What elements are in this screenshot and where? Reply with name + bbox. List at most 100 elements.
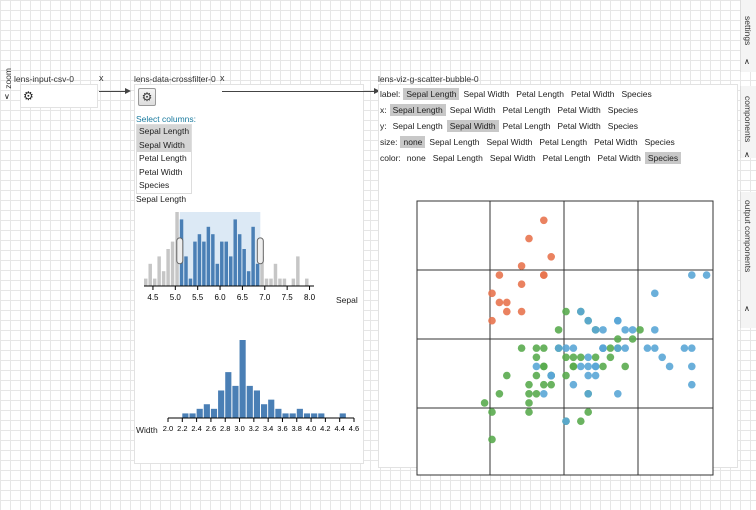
scatter-point[interactable] bbox=[488, 289, 496, 298]
color-option[interactable]: Sepal Width bbox=[489, 152, 536, 163]
components-tab[interactable]: components ∧ bbox=[740, 86, 756, 159]
scatter-point[interactable] bbox=[599, 344, 607, 352]
y-option[interactable]: Species bbox=[607, 120, 639, 131]
scatter-point[interactable] bbox=[569, 344, 578, 352]
scatter-point[interactable] bbox=[532, 362, 541, 371]
label-option[interactable]: Petal Width bbox=[571, 88, 615, 99]
scatter-point[interactable] bbox=[591, 353, 600, 362]
scatter-point[interactable] bbox=[525, 390, 533, 398]
scatter-point[interactable] bbox=[532, 344, 541, 352]
scatter-point[interactable] bbox=[569, 380, 578, 389]
scatter-point[interactable] bbox=[591, 326, 600, 334]
scatter-point[interactable] bbox=[584, 408, 592, 416]
scatter-point[interactable] bbox=[628, 326, 637, 334]
scatter-point[interactable] bbox=[680, 344, 689, 352]
scatter-point[interactable] bbox=[495, 298, 504, 307]
histogram-sepal-width[interactable]: 2.0 2.2 2.4 2.6 2.8 3.0 3.2 3.4 3.6 3.8 4.0 4.2 4.4 4… bbox=[160, 338, 360, 434]
x-option[interactable]: Sepal Width bbox=[449, 104, 496, 115]
scatter-point[interactable] bbox=[606, 344, 615, 352]
scatter-point[interactable] bbox=[488, 316, 496, 325]
column-option[interactable]: Petal Length bbox=[139, 153, 187, 163]
size-option[interactable]: Petal Length bbox=[539, 136, 588, 147]
scatter-point[interactable] bbox=[614, 390, 622, 398]
x-option[interactable]: Petal Width bbox=[557, 104, 601, 115]
scatter-point[interactable] bbox=[517, 280, 526, 288]
scatter-point[interactable] bbox=[495, 271, 504, 279]
scatter-point[interactable] bbox=[614, 335, 622, 343]
scatter-point[interactable] bbox=[688, 271, 696, 279]
brush-handle[interactable] bbox=[176, 237, 184, 265]
column-option[interactable]: Sepal Length bbox=[137, 125, 191, 139]
scatter-point[interactable] bbox=[577, 362, 585, 371]
scatter-point[interactable] bbox=[562, 417, 570, 425]
scatter-point[interactable] bbox=[584, 353, 592, 362]
scatter-point[interactable] bbox=[621, 344, 629, 352]
scatter-point[interactable] bbox=[651, 344, 659, 352]
label-option[interactable]: Sepal Width bbox=[463, 88, 510, 99]
size-option[interactable]: Sepal Width bbox=[486, 136, 533, 147]
output-components-tab[interactable]: output components ∧ bbox=[740, 192, 756, 328]
scatter-point[interactable] bbox=[562, 307, 570, 316]
scatter-point[interactable] bbox=[517, 344, 526, 352]
scatter-point[interactable] bbox=[532, 353, 541, 362]
brush-handle[interactable] bbox=[256, 237, 264, 265]
scatter-point[interactable] bbox=[503, 298, 511, 307]
size-option[interactable]: Sepal Length bbox=[429, 136, 480, 147]
scatter-point[interactable] bbox=[562, 371, 570, 380]
scatter-point[interactable] bbox=[540, 216, 548, 225]
scatter-point[interactable] bbox=[599, 326, 607, 334]
scatter-point[interactable] bbox=[591, 362, 600, 371]
scatter-point[interactable] bbox=[702, 271, 711, 279]
scatter-point[interactable] bbox=[547, 380, 555, 389]
scatter-point[interactable] bbox=[525, 234, 533, 243]
scatter-point[interactable] bbox=[665, 362, 674, 371]
label-option[interactable]: Petal Length bbox=[516, 88, 565, 99]
scatter-point[interactable] bbox=[599, 362, 607, 371]
x-option[interactable]: Sepal Length bbox=[389, 103, 446, 116]
column-select-list[interactable]: Sepal Length Sepal Width Petal Length Pe… bbox=[136, 124, 192, 194]
color-option[interactable]: Petal Length bbox=[542, 152, 591, 163]
scatter-point[interactable] bbox=[584, 390, 592, 398]
y-option[interactable]: Sepal Width bbox=[446, 119, 499, 132]
scatter-point[interactable] bbox=[517, 262, 526, 270]
scatter-point[interactable] bbox=[554, 326, 563, 334]
histogram-sepal-length[interactable]: 4.5 5.0 5.5 6.0 6.5 7.0 7.5 8.0 bbox=[140, 208, 330, 306]
scatter-point[interactable] bbox=[540, 390, 548, 398]
gear-icon[interactable]: ⚙ bbox=[23, 89, 34, 103]
scatter-point[interactable] bbox=[577, 353, 585, 362]
scatter-point[interactable] bbox=[554, 344, 563, 352]
scatter-point[interactable] bbox=[584, 316, 592, 325]
scatter-point[interactable] bbox=[532, 371, 541, 380]
column-option[interactable]: Sepal Width bbox=[137, 138, 191, 152]
scatter-point[interactable] bbox=[562, 344, 570, 352]
scatter-point[interactable] bbox=[540, 362, 548, 371]
label-option[interactable]: Species bbox=[621, 88, 652, 99]
close-node-crossfilter[interactable]: x bbox=[220, 73, 225, 83]
size-option[interactable]: Petal Width bbox=[594, 136, 638, 147]
scatter-point[interactable] bbox=[628, 335, 637, 343]
scatter-point[interactable] bbox=[621, 362, 629, 371]
y-option[interactable]: Petal Width bbox=[557, 120, 601, 131]
x-option[interactable]: Petal Length bbox=[502, 104, 551, 115]
scatter-point[interactable] bbox=[569, 362, 578, 371]
scatter-point[interactable] bbox=[688, 344, 696, 352]
scatter-point[interactable] bbox=[562, 353, 570, 362]
scatter-point[interactable] bbox=[621, 326, 629, 334]
scatter-point[interactable] bbox=[488, 435, 496, 444]
zoom-toggle[interactable]: ∨ zoom bbox=[0, 68, 16, 101]
scatter-point[interactable] bbox=[532, 390, 541, 398]
close-node-input-csv[interactable]: x bbox=[99, 73, 104, 83]
scatter-point[interactable] bbox=[591, 371, 600, 380]
scatter-point[interactable] bbox=[606, 353, 615, 362]
scatter-point[interactable] bbox=[584, 371, 592, 380]
color-option[interactable]: Petal Width bbox=[597, 152, 641, 163]
scatter-point[interactable] bbox=[688, 362, 696, 371]
scatter-point[interactable] bbox=[488, 408, 496, 416]
scatter-point[interactable] bbox=[577, 307, 585, 316]
scatter-plot[interactable] bbox=[416, 200, 714, 476]
scatter-point[interactable] bbox=[569, 353, 578, 362]
scatter-point[interactable] bbox=[517, 307, 526, 316]
column-option[interactable]: Species bbox=[139, 180, 170, 190]
scatter-point[interactable] bbox=[540, 344, 548, 352]
scatter-point[interactable] bbox=[577, 417, 585, 425]
